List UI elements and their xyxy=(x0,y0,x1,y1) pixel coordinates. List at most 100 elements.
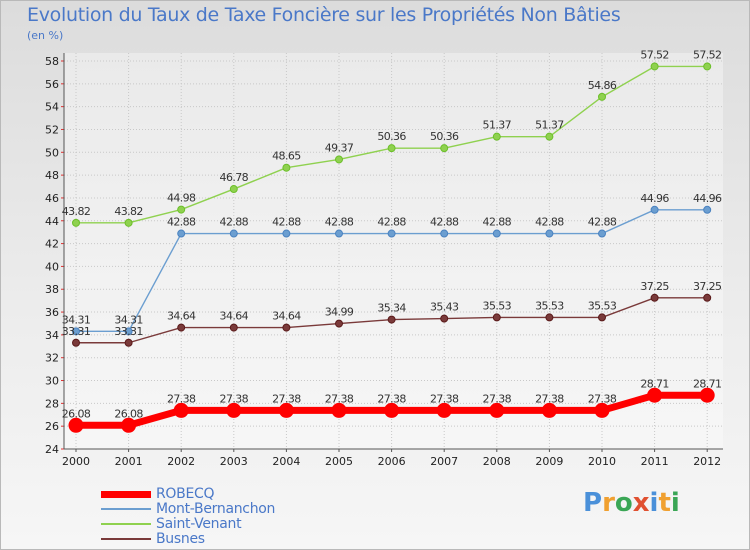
y-tick-label: 48 xyxy=(45,169,59,182)
y-tick-label: 32 xyxy=(45,352,59,365)
data-point-saint-venant xyxy=(598,92,606,101)
data-point-robecq xyxy=(541,402,557,418)
data-label-robecq: 28.71 xyxy=(693,377,722,390)
data-label-saint-venant: 57.52 xyxy=(640,48,669,61)
data-label-busnes: 35.43 xyxy=(430,301,459,314)
unit-label: (en %) xyxy=(27,29,64,42)
y-tick-label: 24 xyxy=(45,443,59,456)
data-point-saint-venant xyxy=(545,132,554,141)
legend-label: Busnes xyxy=(156,531,205,547)
data-label-busnes: 37.25 xyxy=(640,280,669,293)
data-label-robecq: 27.38 xyxy=(535,392,564,405)
legend-label: Saint-Venant xyxy=(156,516,242,532)
data-point-saint-venant xyxy=(335,155,343,164)
x-tick-label: 2001 xyxy=(115,455,143,468)
data-label-robecq: 26.08 xyxy=(114,407,143,420)
data-label-mont-bernanchon: 42.88 xyxy=(167,216,196,229)
x-tick-label: 2005 xyxy=(325,455,353,468)
data-point-saint-venant xyxy=(492,132,501,141)
plot-area xyxy=(64,53,723,449)
data-point-robecq xyxy=(331,402,347,418)
data-point-saint-venant xyxy=(387,144,396,153)
data-label-busnes: 34.99 xyxy=(325,306,354,319)
data-label-saint-venant: 48.65 xyxy=(272,150,301,163)
data-point-saint-venant xyxy=(72,218,80,227)
data-point-saint-venant xyxy=(703,62,712,71)
data-label-mont-bernanchon: 34.31 xyxy=(114,313,143,326)
y-tick-label: 44 xyxy=(45,215,59,228)
y-tick-label: 26 xyxy=(45,420,59,433)
x-tick-label: 2012 xyxy=(693,455,721,468)
data-point-saint-venant xyxy=(282,163,291,172)
data-label-saint-venant: 46.78 xyxy=(220,171,249,184)
legend-swatch xyxy=(101,523,151,525)
data-label-busnes: 33.31 xyxy=(62,325,91,338)
data-point-busnes xyxy=(124,338,133,347)
data-point-mont-bernanchon xyxy=(124,327,133,336)
data-point-robecq xyxy=(489,402,505,418)
data-point-busnes xyxy=(545,313,554,322)
data-point-robecq xyxy=(594,402,610,418)
data-label-saint-venant: 44.98 xyxy=(167,192,196,205)
data-label-busnes: 35.53 xyxy=(588,299,617,312)
data-label-busnes: 35.34 xyxy=(377,302,406,315)
legend-item-busnes: Busnes xyxy=(101,531,361,547)
y-tick-label: 58 xyxy=(45,55,59,68)
data-label-busnes: 35.53 xyxy=(483,299,512,312)
data-label-robecq: 27.38 xyxy=(430,392,459,405)
data-label-robecq: 27.38 xyxy=(272,392,301,405)
data-label-saint-venant: 43.82 xyxy=(62,205,91,218)
data-label-mont-bernanchon: 42.88 xyxy=(272,216,301,229)
x-tick-label: 2004 xyxy=(272,455,300,468)
y-tick-label: 50 xyxy=(45,146,59,159)
data-label-busnes: 34.64 xyxy=(272,310,301,323)
data-label-busnes: 37.25 xyxy=(693,280,722,293)
chart-title: Evolution du Taux de Taxe Foncière sur l… xyxy=(27,4,621,26)
data-label-saint-venant: 54.86 xyxy=(588,79,617,92)
data-label-robecq: 27.38 xyxy=(325,392,354,405)
data-point-busnes xyxy=(229,323,238,332)
data-label-mont-bernanchon: 42.88 xyxy=(220,216,249,229)
data-label-mont-bernanchon: 42.88 xyxy=(588,216,617,229)
data-point-saint-venant xyxy=(229,185,238,194)
data-point-busnes xyxy=(598,313,606,322)
data-point-busnes xyxy=(177,323,186,332)
y-tick-label: 38 xyxy=(45,283,59,296)
legend: ROBECQ Mont-Bernanchon Saint-Venant Busnes xyxy=(101,486,361,547)
legend-item-mont-bernanchon: Mont-Bernanchon xyxy=(101,501,361,517)
data-point-mont-bernanchon xyxy=(650,205,659,214)
x-tick-label: 2003 xyxy=(220,455,248,468)
x-tick-label: 2010 xyxy=(588,455,616,468)
x-tick-label: 2000 xyxy=(62,455,90,468)
data-label-robecq: 27.38 xyxy=(588,392,617,405)
legend-label: Mont-Bernanchon xyxy=(156,501,276,517)
data-point-busnes xyxy=(492,313,501,322)
legend-item-robecq: ROBECQ xyxy=(101,486,361,502)
data-label-busnes: 34.64 xyxy=(167,310,196,323)
data-label-robecq: 27.38 xyxy=(483,392,512,405)
data-point-busnes xyxy=(335,319,343,328)
data-point-busnes xyxy=(440,314,449,323)
y-tick-label: 54 xyxy=(45,101,59,114)
data-point-mont-bernanchon xyxy=(545,229,554,238)
data-label-mont-bernanchon: 34.31 xyxy=(62,313,91,326)
data-point-robecq xyxy=(647,387,663,403)
data-label-busnes: 34.64 xyxy=(220,310,249,323)
data-point-robecq xyxy=(121,417,137,433)
data-label-busnes: 33.31 xyxy=(114,325,143,338)
data-label-robecq: 27.38 xyxy=(167,392,196,405)
legend-swatch xyxy=(101,490,151,498)
data-point-busnes xyxy=(703,293,712,302)
legend-swatch xyxy=(101,538,151,540)
data-point-mont-bernanchon xyxy=(177,229,186,238)
y-tick-label: 30 xyxy=(45,375,59,388)
data-point-busnes xyxy=(650,293,659,302)
x-tick-label: 2007 xyxy=(430,455,458,468)
data-label-saint-venant: 50.36 xyxy=(430,130,459,143)
data-point-robecq xyxy=(699,387,715,403)
y-tick-label: 52 xyxy=(45,123,59,136)
data-point-saint-venant xyxy=(124,218,133,227)
data-label-mont-bernanchon: 44.96 xyxy=(640,192,669,205)
data-label-mont-bernanchon: 42.88 xyxy=(325,216,354,229)
data-point-mont-bernanchon xyxy=(703,205,712,214)
